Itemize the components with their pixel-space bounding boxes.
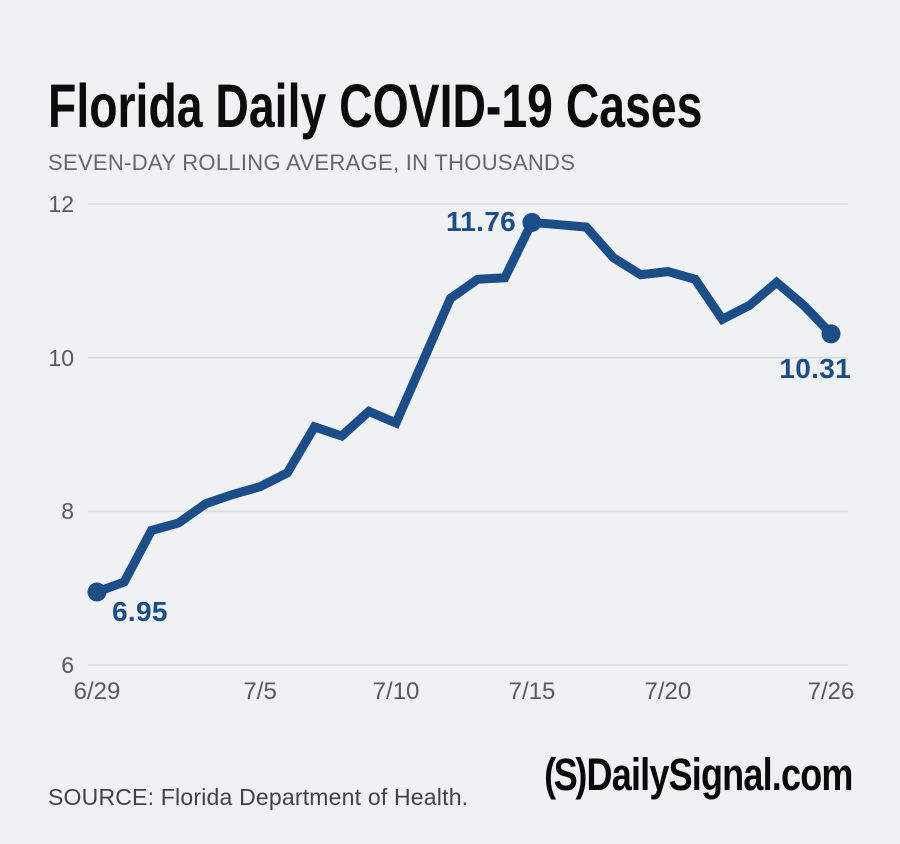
chart-title: Florida Daily COVID-19 Cases [48, 71, 703, 140]
y-axis-tick-label: 8 [61, 498, 74, 525]
x-axis-tick-label: 7/5 [243, 678, 277, 705]
y-axis-tick-label: 6 [61, 652, 74, 678]
data-point-marker [87, 582, 107, 602]
data-line [95, 217, 835, 597]
data-point-marker [821, 324, 841, 344]
logo-s-mark-icon: (S) [544, 749, 588, 800]
logo-wordmark: DailySignal.com [586, 749, 854, 800]
data-point-value-label: 11.76 [445, 206, 516, 238]
x-axis-tick-label: 7/10 [372, 678, 420, 705]
x-axis-tick-label: 6/29 [73, 678, 121, 705]
data-point-marker [522, 212, 542, 232]
data-point-value-label: 10.31 [779, 352, 851, 384]
source-note: SOURCE: Florida Department of Health. [48, 784, 469, 810]
y-axis-tick-label: 10 [48, 344, 74, 371]
x-axis-tick-label: 7/15 [508, 678, 556, 705]
y-axis-tick-label: 12 [48, 191, 74, 217]
dailysignal-logo: (S)DailySignal.com [544, 749, 854, 801]
x-axis-tick-label: 7/20 [644, 678, 692, 705]
x-axis-tick-label: 7/26 [807, 678, 855, 705]
data-point-value-label: 6.95 [112, 596, 168, 627]
chart-subtitle: SEVEN-DAY ROLLING AVERAGE, IN THOUSANDS [48, 150, 576, 175]
